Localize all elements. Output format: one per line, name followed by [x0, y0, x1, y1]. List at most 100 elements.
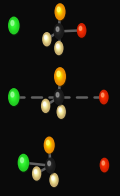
Circle shape [57, 94, 59, 98]
Circle shape [53, 178, 54, 180]
Circle shape [55, 4, 66, 21]
Circle shape [56, 5, 63, 17]
Circle shape [57, 44, 59, 48]
Circle shape [9, 18, 18, 33]
Circle shape [79, 26, 83, 33]
Circle shape [10, 19, 17, 31]
Circle shape [55, 68, 65, 85]
Circle shape [78, 25, 84, 35]
Circle shape [45, 35, 47, 39]
Circle shape [100, 91, 108, 105]
Circle shape [58, 107, 64, 116]
Circle shape [80, 28, 82, 31]
Circle shape [60, 109, 62, 113]
Circle shape [45, 138, 53, 152]
Circle shape [33, 168, 39, 178]
Circle shape [42, 99, 50, 112]
Circle shape [52, 177, 55, 182]
Circle shape [46, 140, 49, 145]
Circle shape [55, 42, 62, 54]
Circle shape [80, 28, 81, 30]
Circle shape [47, 160, 54, 171]
Circle shape [102, 161, 106, 168]
Circle shape [78, 24, 86, 37]
Circle shape [102, 94, 105, 99]
Circle shape [56, 27, 59, 31]
Circle shape [43, 33, 51, 47]
Circle shape [59, 108, 61, 112]
Circle shape [34, 169, 39, 177]
Circle shape [42, 100, 50, 113]
Circle shape [59, 108, 63, 114]
Circle shape [33, 168, 40, 179]
Circle shape [55, 42, 63, 55]
Circle shape [55, 68, 66, 86]
Circle shape [102, 162, 105, 167]
Circle shape [35, 171, 37, 174]
Circle shape [19, 155, 28, 170]
Circle shape [44, 137, 54, 153]
Circle shape [56, 70, 64, 83]
Circle shape [101, 93, 104, 97]
Circle shape [46, 158, 55, 173]
Circle shape [56, 5, 64, 18]
Circle shape [44, 103, 47, 108]
Circle shape [58, 106, 65, 117]
Circle shape [50, 174, 59, 187]
Circle shape [59, 10, 60, 12]
Circle shape [11, 22, 15, 28]
Circle shape [44, 35, 49, 43]
Circle shape [43, 101, 48, 109]
Circle shape [45, 37, 47, 40]
Circle shape [50, 173, 58, 186]
Circle shape [20, 158, 25, 166]
Circle shape [103, 162, 105, 166]
Circle shape [102, 94, 104, 98]
Circle shape [19, 155, 29, 172]
Circle shape [10, 91, 17, 103]
Circle shape [11, 92, 14, 97]
Circle shape [46, 140, 52, 149]
Circle shape [42, 101, 48, 110]
Circle shape [57, 29, 59, 31]
Circle shape [79, 26, 82, 30]
Circle shape [52, 176, 56, 183]
Circle shape [58, 107, 63, 115]
Circle shape [57, 95, 59, 97]
Circle shape [48, 162, 52, 168]
Circle shape [21, 160, 24, 164]
Circle shape [57, 72, 61, 79]
Circle shape [57, 45, 60, 50]
Circle shape [57, 71, 60, 76]
Circle shape [55, 4, 65, 20]
Circle shape [52, 176, 54, 180]
Circle shape [57, 6, 63, 16]
Circle shape [47, 141, 50, 147]
Circle shape [34, 170, 38, 176]
Circle shape [22, 160, 23, 162]
Circle shape [21, 159, 25, 165]
Circle shape [45, 139, 53, 151]
Circle shape [102, 160, 107, 169]
Circle shape [12, 22, 14, 26]
Circle shape [100, 90, 108, 104]
Circle shape [101, 92, 106, 101]
Circle shape [101, 159, 108, 171]
Circle shape [45, 36, 48, 41]
Circle shape [50, 174, 57, 185]
Circle shape [58, 8, 61, 14]
Circle shape [57, 93, 60, 99]
Circle shape [10, 91, 17, 102]
Circle shape [55, 91, 62, 102]
Circle shape [101, 93, 105, 100]
Circle shape [51, 175, 56, 183]
Circle shape [78, 24, 86, 38]
Circle shape [54, 24, 64, 40]
Circle shape [55, 90, 63, 103]
Circle shape [101, 159, 109, 173]
Circle shape [55, 42, 63, 54]
Circle shape [57, 71, 62, 80]
Circle shape [56, 93, 61, 100]
Circle shape [20, 157, 26, 167]
Circle shape [59, 109, 62, 113]
